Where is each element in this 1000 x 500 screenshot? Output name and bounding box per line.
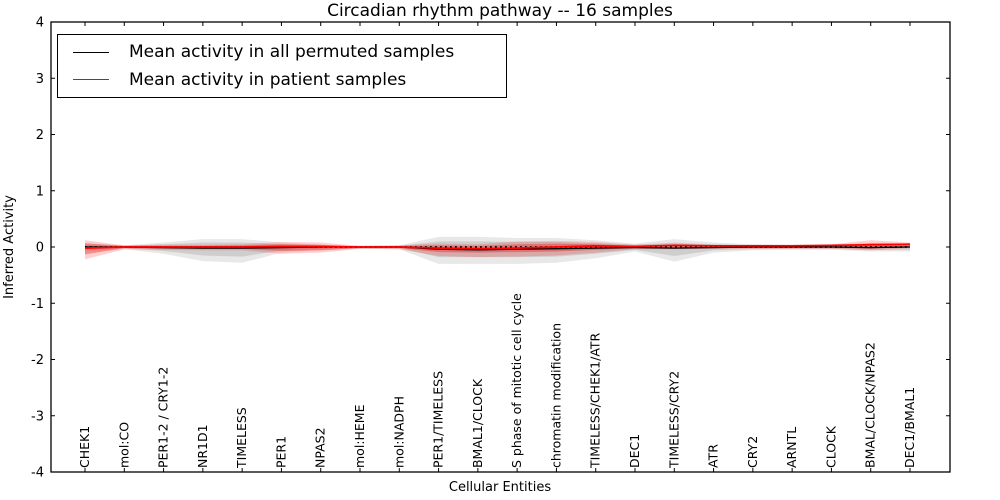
- x-tick-label: TIMELESS: [234, 407, 249, 469]
- legend: Mean activity in all permuted samples Me…: [57, 34, 507, 98]
- x-tick-label: DEC1/BMAL1: [902, 387, 917, 468]
- x-tick-label: chromatin modification: [548, 323, 563, 468]
- x-tick-label: CHEK1: [77, 426, 92, 468]
- x-tick-label: BMAL/CLOCK/NPAS2: [863, 342, 878, 468]
- chart-title: Circadian rhythm pathway -- 16 samples: [327, 1, 673, 21]
- x-tick-label: mol:CO: [116, 422, 131, 468]
- x-tick-label: CLOCK: [823, 425, 838, 468]
- y-axis-label: Inferred Activity: [2, 195, 17, 299]
- permuted-range-outer: [85, 236, 910, 264]
- x-tick-label: PER1: [273, 436, 288, 468]
- y-tick-label: 3: [36, 72, 44, 87]
- legend-line-permuted: [73, 51, 109, 53]
- permuted-mean-line: [85, 246, 911, 251]
- x-tick-label: NR1D1: [195, 424, 210, 468]
- legend-line-patient: [73, 79, 109, 81]
- x-tick-label: mol:NADPH: [391, 396, 406, 468]
- y-tick-label: 4: [36, 16, 44, 31]
- x-tick-label: ATR: [706, 444, 721, 468]
- y-tick-label: -1: [31, 297, 44, 312]
- y-tick-label: -3: [31, 409, 44, 424]
- legend-item-permuted: Mean activity in all permuted samples: [58, 42, 506, 62]
- legend-label-permuted: Mean activity in all permuted samples: [129, 42, 455, 63]
- x-axis-label: Cellular Entities: [449, 480, 551, 495]
- x-tick-label: TIMELESS/CHEK1/ATR: [588, 332, 603, 469]
- x-tick-label: S phase of mitotic cell cycle: [509, 293, 524, 468]
- x-tick-label: CRY2: [745, 436, 760, 468]
- x-tick-label: PER1/TIMELESS: [431, 371, 446, 468]
- y-tick-label: 2: [36, 128, 44, 143]
- y-tick-label: -2: [31, 353, 44, 368]
- x-tick-label: PER1-2 / CRY1-2: [156, 367, 171, 468]
- y-tick-label: 0: [36, 241, 44, 256]
- x-tick-label: TIMELESS/CRY2: [666, 371, 681, 469]
- legend-label-patient: Mean activity in patient samples: [129, 69, 407, 90]
- patient-mean-line: [84, 243, 911, 250]
- x-tick-label: NPAS2: [313, 427, 328, 468]
- y-tick-label: 1: [36, 184, 44, 199]
- x-tick-label: ARNTL: [784, 427, 799, 468]
- y-tick-label: -4: [31, 466, 44, 481]
- x-tick-label: DEC1: [627, 434, 642, 468]
- legend-item-patient: Mean activity in patient samples: [58, 70, 506, 90]
- x-tick-label: BMAL1/CLOCK: [470, 378, 485, 468]
- x-tick-label: mol:HEME: [352, 404, 367, 468]
